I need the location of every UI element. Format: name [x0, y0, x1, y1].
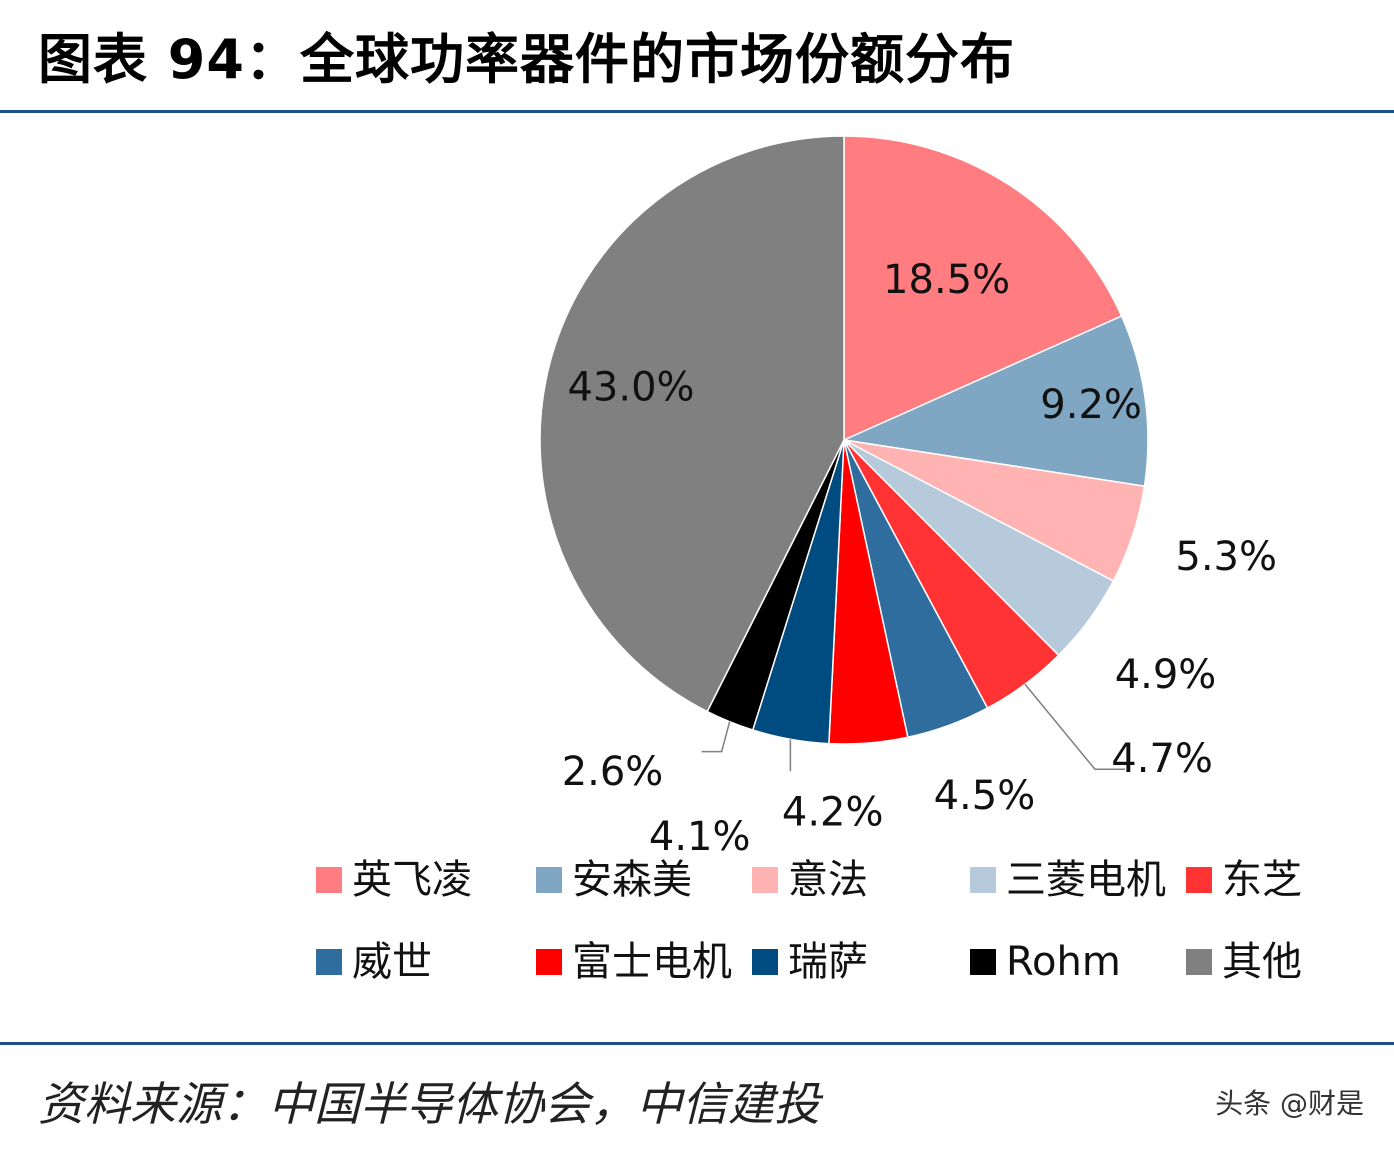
- title-divider: [0, 110, 1394, 113]
- legend-item-8: Rohm: [970, 940, 1121, 984]
- legend-swatch: [1186, 949, 1212, 975]
- legend-swatch: [536, 949, 562, 975]
- slice-label-8: 2.6%: [562, 749, 664, 795]
- legend-label: 意法: [788, 857, 868, 903]
- footer-divider: [0, 1042, 1394, 1045]
- leader-line-8: [701, 721, 731, 753]
- pie-slices: [539, 135, 1149, 745]
- legend-item-0: 英飞凌: [316, 858, 472, 902]
- leader-lines: [701, 683, 1125, 772]
- slice-label-7: 4.1%: [649, 814, 751, 860]
- pie-slice-0: [843, 135, 1123, 442]
- legend-item-1: 安森美: [536, 858, 692, 902]
- legend-swatch: [970, 867, 996, 893]
- pie-slice-1: [841, 315, 1149, 488]
- slice-label-2: 5.3%: [1175, 534, 1277, 580]
- legend-swatch: [752, 949, 778, 975]
- legend-swatch: [536, 867, 562, 893]
- legend-swatch: [316, 867, 342, 893]
- legend-label: 三菱电机: [1006, 857, 1166, 903]
- legend-label: 瑞萨: [788, 939, 868, 985]
- chart-title: 图表 94：全球功率器件的市场份额分布: [38, 28, 1015, 91]
- slice-label-6: 4.2%: [782, 790, 884, 836]
- legend-item-6: 富士电机: [536, 940, 732, 984]
- legend-swatch: [970, 949, 996, 975]
- slice-labels: 18.5% 9.2% 5.3% 4.9% 4.7% 4.5% 4.2% 4.1% 2.6% 43.…: [562, 257, 1277, 860]
- legend-item-3: 三菱电机: [970, 858, 1166, 902]
- source-note: 资料来源：中国半导体协会，中信建投: [38, 1077, 820, 1131]
- legend-item-7: 瑞萨: [752, 940, 868, 984]
- slice-label-1: 9.2%: [1040, 382, 1142, 428]
- legend-swatch: [752, 867, 778, 893]
- slice-label-5: 4.5%: [934, 773, 1036, 819]
- slice-label-3: 4.9%: [1115, 652, 1217, 698]
- legend-item-4: 东芝: [1186, 858, 1302, 902]
- slice-label-0: 18.5%: [883, 257, 1010, 303]
- legend-item-5: 威世: [316, 940, 432, 984]
- pie-slice-9: [539, 135, 845, 713]
- legend-label: Rohm: [1006, 939, 1121, 985]
- legend-item-2: 意法: [752, 858, 868, 902]
- legend-swatch: [1186, 867, 1212, 893]
- leader-line-4: [1024, 683, 1125, 771]
- watermark: 头条 @财是: [1215, 1087, 1364, 1120]
- legend-label: 其他: [1222, 939, 1302, 985]
- legend-item-9: 其他: [1186, 940, 1302, 984]
- legend-label: 威世: [352, 939, 432, 985]
- legend-label: 英飞凌: [352, 857, 472, 903]
- legend-label: 富士电机: [572, 939, 732, 985]
- legend-label: 安森美: [572, 857, 692, 903]
- slice-label-4: 4.7%: [1111, 736, 1213, 782]
- legend-swatch: [316, 949, 342, 975]
- slice-label-9: 43.0%: [567, 364, 694, 410]
- legend-label: 东芝: [1222, 857, 1302, 903]
